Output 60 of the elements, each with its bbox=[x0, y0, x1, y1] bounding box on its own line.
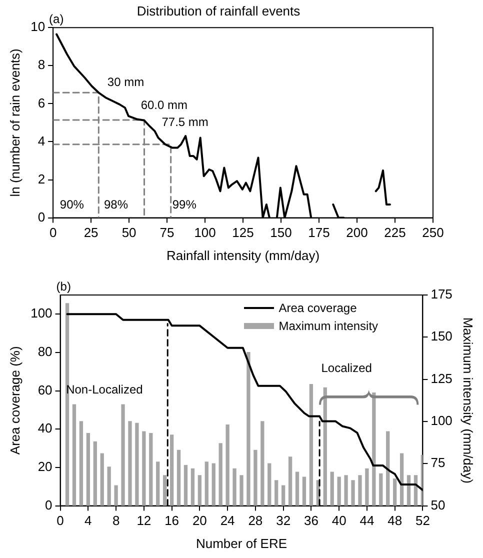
y2-tick-label: 50 bbox=[430, 497, 446, 512]
x-tick-label: 75 bbox=[160, 225, 174, 240]
y2-tick-label: 150 bbox=[430, 328, 452, 344]
y-tick-label: 4 bbox=[38, 133, 46, 148]
annotation: 90% bbox=[60, 198, 84, 212]
x-tick-label: 28 bbox=[248, 513, 263, 528]
annotation: 60.0 mm bbox=[140, 98, 188, 112]
x-tick-label: 4 bbox=[84, 513, 92, 528]
y-tick-label: 0 bbox=[45, 497, 52, 512]
x-tick-label: 125 bbox=[232, 225, 254, 240]
x-tick-label: 36 bbox=[304, 513, 318, 528]
x-tick-label: 225 bbox=[384, 225, 406, 240]
y2-tick-label: 125 bbox=[430, 370, 452, 386]
y-tick-label: 10 bbox=[30, 19, 46, 34]
y-tick-label: 20 bbox=[38, 459, 52, 474]
y-axis-title: Area coverage (%) bbox=[7, 346, 22, 455]
x-tick-label: 50 bbox=[122, 225, 136, 240]
y-tick-label: 0 bbox=[38, 209, 46, 224]
y2-tick-label: 100 bbox=[430, 413, 452, 428]
x-tick-label: 52 bbox=[415, 513, 430, 528]
x-tick-label: 48 bbox=[388, 513, 402, 528]
chart-title: Distribution of rainfall events bbox=[136, 3, 301, 18]
legend-label: Maximum intensity bbox=[278, 318, 378, 335]
annotation: Non-Localized bbox=[66, 382, 143, 397]
y-tick-label: 8 bbox=[38, 57, 46, 72]
text: (a) bbox=[49, 12, 64, 26]
y-tick-label: 40 bbox=[38, 420, 52, 436]
y-tick-label: 2 bbox=[38, 171, 46, 186]
x-axis-title: Number of ERE bbox=[196, 536, 288, 551]
x-tick-label: 40 bbox=[332, 513, 346, 528]
x-tick-label: 16 bbox=[164, 513, 180, 528]
legend-label: Area coverage bbox=[278, 300, 357, 317]
text: (b) bbox=[56, 279, 71, 294]
annotation: 30 mm bbox=[107, 75, 144, 90]
x-tick-label: 0 bbox=[56, 513, 64, 528]
y-tick-label: 6 bbox=[38, 95, 46, 110]
y2-axis-title: Maximum intensity (mm/day) bbox=[460, 317, 476, 484]
annotation: 77.5 mm bbox=[162, 115, 208, 130]
y-axis-title: ln (number of rain events) bbox=[7, 48, 22, 197]
annotation: Localized bbox=[321, 361, 372, 376]
x-tick-label: 100 bbox=[194, 225, 216, 240]
y2-tick-label: 75 bbox=[430, 455, 446, 470]
x-tick-label: 32 bbox=[276, 513, 291, 528]
x-tick-label: 200 bbox=[346, 225, 368, 240]
y2-tick-label: 175 bbox=[430, 286, 452, 302]
x-tick-label: 25 bbox=[84, 225, 98, 240]
x-tick-label: 24 bbox=[220, 513, 235, 528]
y-tick-label: 60 bbox=[38, 382, 52, 398]
x-tick-label: 8 bbox=[112, 513, 120, 528]
x-tick-label: 20 bbox=[192, 513, 207, 528]
x-tick-label: 150 bbox=[270, 225, 292, 240]
x-tick-label: 250 bbox=[422, 225, 444, 240]
x-tick-label: 44 bbox=[360, 513, 374, 528]
annotation: 98% bbox=[104, 198, 128, 212]
x-tick-label: 12 bbox=[136, 513, 152, 528]
annotation: 99% bbox=[172, 198, 197, 212]
x-axis-title: Rainfall intensity (mm/day) bbox=[166, 248, 320, 263]
y-tick-label: 100 bbox=[30, 306, 52, 321]
y-tick-label: 80 bbox=[38, 344, 52, 360]
x-tick-label: 175 bbox=[308, 225, 330, 240]
